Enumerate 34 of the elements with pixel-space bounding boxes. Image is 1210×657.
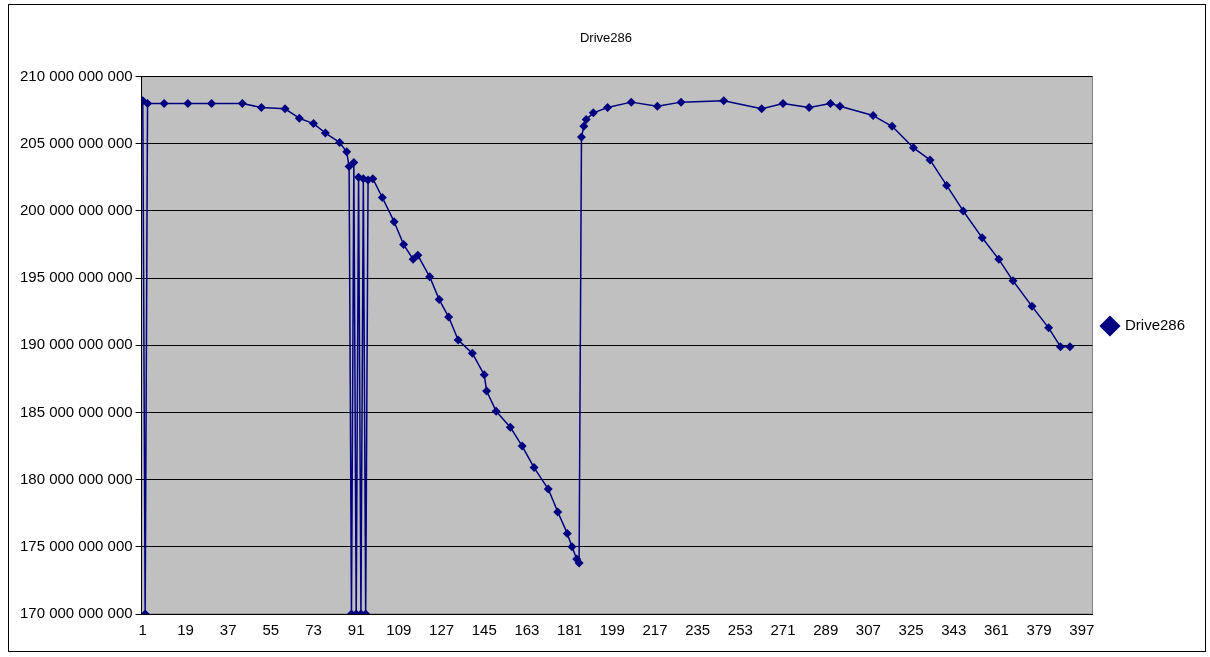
x-tick-label: 379: [1026, 621, 1052, 639]
y-tick-label: 190 000 000 000: [19, 335, 133, 353]
x-tick-label: 37: [219, 621, 237, 639]
x-tick-label: 163: [514, 621, 540, 639]
y-tick-label: 175 000 000 000: [19, 536, 133, 554]
x-tick-label: 73: [305, 621, 322, 639]
x-tick-label: 307: [855, 621, 881, 639]
x-tick-label: 91: [347, 621, 365, 639]
x-tick-label: 181: [557, 621, 583, 639]
y-tick-label: 180 000 000 000: [19, 469, 133, 487]
y-tick-label: 170 000 000 000: [19, 604, 133, 622]
x-tick-label: 235: [685, 621, 711, 639]
x-tick-label: 271: [770, 621, 796, 639]
x-tick-label: 289: [813, 621, 839, 639]
y-tick-label: 205 000 000 000: [19, 133, 133, 151]
legend-label: Drive286: [1124, 316, 1185, 334]
y-tick-label: 195 000 000 000: [19, 268, 133, 286]
x-tick-label: 1: [138, 621, 147, 639]
x-tick-label: 343: [941, 621, 967, 639]
x-tick-label: 55: [262, 621, 280, 639]
x-tick-label: 217: [642, 621, 668, 639]
x-tick-label: 127: [429, 621, 455, 639]
x-tick-label: 199: [599, 621, 625, 639]
x-tick-label: 325: [898, 621, 924, 639]
y-tick-label: 200 000 000 000: [19, 201, 133, 219]
x-tick-label: 361: [983, 621, 1009, 639]
y-tick-label: 210 000 000 000: [19, 66, 133, 84]
x-tick-label: 253: [727, 621, 753, 639]
chart-title: Drive286: [579, 30, 633, 46]
x-tick-label: 397: [1069, 621, 1095, 639]
x-tick-label: 19: [177, 621, 194, 639]
y-tick-label: 185 000 000 000: [19, 402, 133, 420]
x-tick-label: 109: [386, 621, 412, 639]
x-tick-label: 145: [471, 621, 497, 639]
